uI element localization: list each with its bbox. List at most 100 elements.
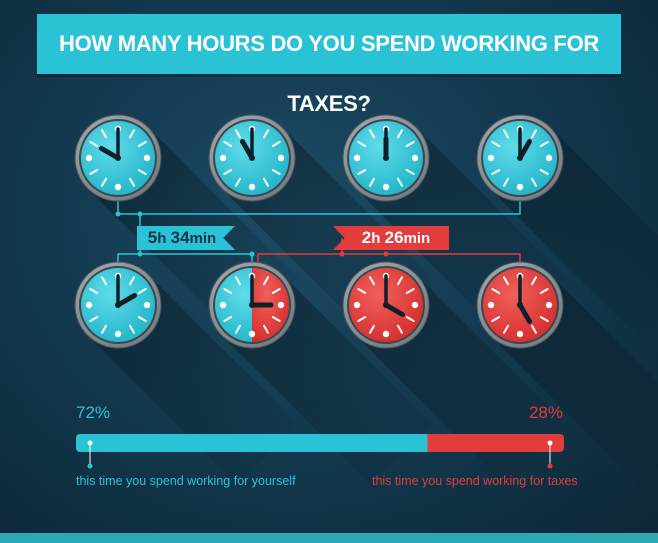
hour-marker (143, 301, 151, 309)
minute-tick (397, 324, 403, 334)
minute-tick (491, 316, 501, 322)
hour-marker (545, 154, 553, 162)
hour-marker (545, 301, 553, 309)
minute-tick (531, 276, 537, 286)
hour-marker (277, 154, 285, 162)
minute-tick (369, 324, 375, 334)
connector-dot (115, 211, 121, 217)
share-bar-self-fill-edge (423, 434, 428, 452)
minute-tick (503, 129, 509, 139)
minute-tick (129, 129, 135, 139)
connector-line-self-bracket (117, 253, 253, 268)
tax-percentage: 28% (528, 403, 563, 422)
minute-tick (405, 141, 415, 147)
minute-tick (263, 324, 269, 334)
minute-tick (137, 141, 147, 147)
clock-pivot (517, 155, 523, 161)
leader-dot-self-end (87, 463, 93, 469)
minute-tick (235, 324, 241, 334)
hour-marker (487, 301, 495, 309)
hour-marker (114, 183, 122, 191)
minute-tick (137, 316, 147, 322)
minute-tick (491, 169, 501, 175)
tax-hours: 2 (361, 228, 372, 247)
minute-tick (263, 177, 269, 187)
minute-tick (539, 316, 549, 322)
hour-hand (115, 293, 137, 308)
minute-tick (263, 129, 269, 139)
clock-pivot (115, 302, 121, 308)
tax-caption: this time you spend working for taxes (372, 474, 578, 488)
hour-marker (516, 183, 524, 191)
minute-tick (271, 316, 281, 322)
minute-tick (101, 324, 107, 334)
hour-marker (353, 154, 361, 162)
share-bar-self-fill (76, 434, 428, 452)
minute-tick (539, 288, 549, 294)
hour-hand (99, 146, 121, 161)
clock (74, 261, 162, 349)
connector-dot (249, 251, 255, 257)
connector-line-top (117, 196, 521, 215)
hour-marker (411, 154, 419, 162)
clock (342, 261, 430, 349)
tax-hours-unit: h (371, 230, 381, 247)
minute-tick (397, 129, 403, 139)
minute-tick (235, 276, 241, 286)
minute-tick (539, 169, 549, 175)
hour-marker (219, 301, 227, 309)
hour-marker (85, 154, 93, 162)
minute-tick (223, 316, 233, 322)
minute-tick (89, 316, 99, 322)
hour-marker (85, 301, 93, 309)
tax-minutes: 26 (384, 228, 404, 247)
hour-marker (248, 330, 256, 338)
self-minutes: 34 (170, 228, 190, 247)
minute-tick (357, 169, 367, 175)
hour-marker (219, 154, 227, 162)
hour-marker (411, 301, 419, 309)
self-hours: 5 (147, 228, 158, 247)
minute-tick (129, 324, 135, 334)
clock (476, 261, 564, 349)
minute-tick (235, 177, 241, 187)
clock-pivot (249, 302, 255, 308)
hour-marker (487, 154, 495, 162)
minute-tick (101, 276, 107, 286)
hour-marker (277, 301, 285, 309)
self-minutes-unit: min (189, 230, 217, 247)
minute-tick (357, 141, 367, 147)
minute-tick (101, 129, 107, 139)
hour-marker (248, 183, 256, 191)
connector-dot (339, 251, 345, 257)
hour-marker (382, 330, 390, 338)
hour-marker (114, 330, 122, 338)
connector-line-tax-bracket (257, 253, 521, 268)
minute-tick (89, 141, 99, 147)
hour-marker (353, 301, 361, 309)
clock (208, 114, 296, 202)
clock (476, 114, 564, 202)
title-banner: HOW MANY HOURS DO YOU SPEND WORKING FOR … (37, 14, 621, 116)
hour-marker (516, 330, 524, 338)
minute-tick (137, 169, 147, 175)
hour-marker (382, 183, 390, 191)
connector-dot (383, 251, 389, 257)
minute-tick (397, 276, 403, 286)
clock-pivot (249, 155, 255, 161)
minute-tick (223, 169, 233, 175)
clock (74, 114, 162, 202)
leader-dot-tax-end (547, 463, 553, 469)
clock-pivot (383, 302, 389, 308)
clock-pivot (383, 155, 389, 161)
minute-tick (223, 141, 233, 147)
minute-tick (89, 169, 99, 175)
minute-tick (89, 288, 99, 294)
minute-tick (129, 276, 135, 286)
clock (342, 114, 430, 202)
minute-tick (235, 129, 241, 139)
minute-tick (503, 177, 509, 187)
clock-pivot (517, 302, 523, 308)
minute-tick (101, 177, 107, 187)
